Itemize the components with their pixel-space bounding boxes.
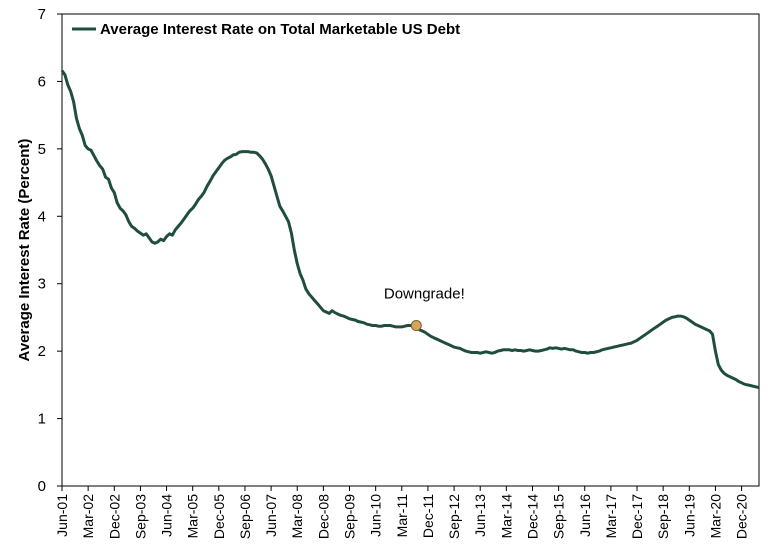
x-tick-label: Sep-09 (342, 494, 358, 539)
x-tick-label: Dec-14 (524, 494, 540, 539)
y-tick-label: 0 (38, 478, 46, 495)
x-tick-label: Sep-03 (132, 494, 148, 539)
x-tick-label: Jun-16 (577, 494, 593, 537)
x-tick-label: Jun-19 (681, 494, 697, 537)
x-axis: Jun-01 Mar-02 Dec-02 Sep-03 Jun-04 Mar-05 Dec-… (54, 486, 750, 539)
series-line (60, 69, 760, 390)
x-tick-label: Sep-12 (446, 494, 462, 539)
x-tick-label: Dec-11 (420, 494, 436, 538)
x-tick-label: Dec-02 (106, 494, 122, 539)
y-tick-label: 4 (38, 208, 46, 225)
plot-area (61, 13, 760, 487)
x-tick-label: Sep-18 (655, 494, 671, 539)
x-tick-label: Sep-15 (551, 494, 567, 539)
y-tick-label: 3 (38, 276, 46, 293)
y-axis-label: Average Interest Rate (Percent) (16, 139, 33, 362)
y-tick-label: 6 (38, 73, 46, 90)
x-tick-label: Mar-05 (185, 494, 201, 539)
y-tick-label: 7 (38, 6, 46, 23)
x-tick-label: Mar-11 (394, 494, 410, 538)
x-tick-label: Jun-04 (159, 494, 175, 537)
x-tick-label: Jun-01 (54, 494, 70, 537)
x-tick-label: Mar-17 (603, 494, 619, 539)
x-tick-label: Jun-10 (368, 494, 384, 537)
y-tick-label: 5 (38, 141, 46, 158)
y-tick-label: 1 (38, 411, 46, 428)
y-tick-label: 2 (38, 343, 46, 360)
x-tick-label: Dec-20 (734, 494, 750, 539)
legend-label: Average Interest Rate on Total Marketabl… (100, 21, 460, 38)
x-tick-label: Mar-20 (707, 494, 723, 539)
x-tick-label: Sep-06 (237, 494, 253, 539)
downgrade-marker (410, 320, 422, 332)
x-tick-label: Jun-13 (472, 494, 488, 537)
x-tick-label: Mar-14 (498, 494, 514, 539)
downgrade-annotation: Downgrade! (384, 286, 465, 303)
x-tick-label: Mar-08 (289, 494, 305, 539)
x-tick-label: Dec-05 (211, 494, 227, 539)
x-tick-label: Jun-07 (263, 494, 279, 537)
x-tick-label: Dec-08 (315, 494, 331, 539)
x-tick-label: Mar-02 (80, 494, 96, 539)
x-tick-label: Dec-17 (629, 494, 645, 539)
y-axis: 0 1 2 3 4 5 6 7 (38, 6, 62, 495)
